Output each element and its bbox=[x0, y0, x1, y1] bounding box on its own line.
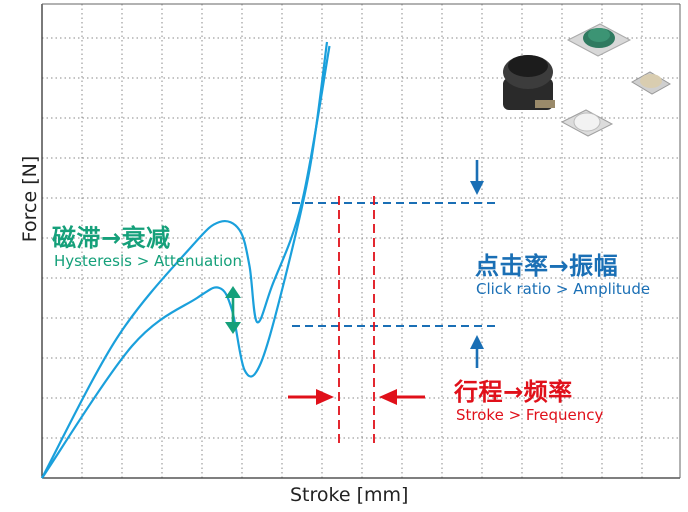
stroke-subtitle: Stroke > Frequency bbox=[456, 406, 604, 424]
x-axis-label: Stroke [mm] bbox=[290, 484, 409, 506]
series-line-inner bbox=[41, 41, 329, 479]
switch-green-top bbox=[588, 28, 610, 42]
stroke-arrow-left-head bbox=[379, 389, 397, 405]
hysteresis-arrow-head-down bbox=[225, 322, 241, 334]
stroke-title: 行程→频率 bbox=[454, 378, 573, 406]
series-line-outer bbox=[41, 45, 331, 479]
click-ratio-title: 点击率→振幅 bbox=[475, 252, 619, 280]
y-axis-label: Force [N] bbox=[19, 155, 41, 243]
hysteresis-arrow-head-up bbox=[225, 286, 241, 298]
hysteresis-subtitle: Hysteresis > Attenuation bbox=[54, 252, 242, 270]
switch-white-cap bbox=[573, 112, 601, 132]
guide-lines bbox=[292, 196, 500, 448]
force-curves bbox=[41, 41, 331, 479]
switch-black-terminal bbox=[535, 100, 555, 108]
switch-beige-cap bbox=[640, 74, 662, 88]
switch-black-top bbox=[508, 55, 548, 77]
stroke-arrow-right-head bbox=[316, 389, 334, 405]
click-ratio-subtitle: Click ratio > Amplitude bbox=[476, 280, 651, 298]
product-images bbox=[503, 23, 671, 137]
click-ratio-arrow-down-head bbox=[470, 181, 484, 195]
click-ratio-arrow-up-head bbox=[470, 335, 484, 349]
annotation-arrows bbox=[225, 160, 484, 405]
hysteresis-title: 磁滞→衰减 bbox=[52, 224, 171, 252]
axes bbox=[41, 3, 681, 479]
